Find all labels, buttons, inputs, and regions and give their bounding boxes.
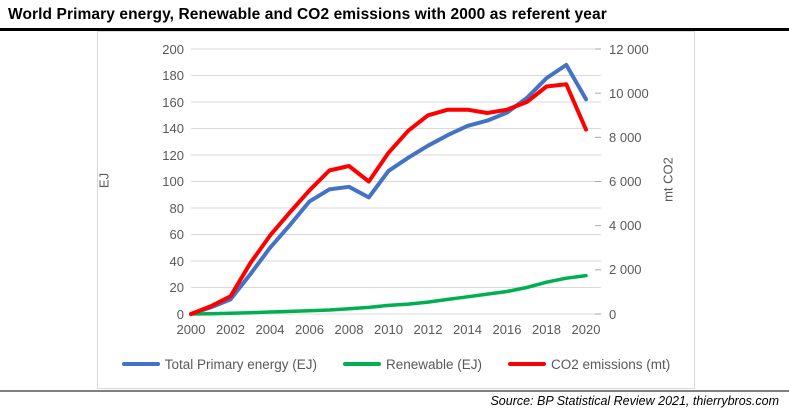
- source-text: Source: BP Statistical Review 2021, thie…: [490, 394, 779, 408]
- x-axis-tick-label: 2018: [532, 322, 561, 337]
- right-axis-tick-label: 12 000: [609, 41, 649, 57]
- series-line-renewable: [189, 273, 588, 316]
- legend-label: Total Primary energy (EJ): [164, 356, 317, 372]
- left-axis-tick-label: 20: [169, 280, 184, 295]
- left-axis-tick-label: 140: [162, 121, 184, 136]
- x-axis-tick-label: 2004: [255, 322, 285, 337]
- chart-plot-svg: [189, 48, 601, 316]
- x-axis-tick-label: 2002: [216, 322, 245, 337]
- chart-legend: Total Primary energy (EJ) Renewable (EJ) C…: [98, 354, 694, 374]
- x-axis-tick-label: 2016: [492, 322, 522, 337]
- legend-label: Renewable (EJ): [385, 356, 483, 372]
- left-axis-tick-label: 0: [176, 306, 184, 322]
- x-axis-tick-label: 2000: [176, 322, 206, 337]
- footer-rule: [0, 390, 789, 392]
- legend-item-co2-emissions: CO2 emissions (mt): [508, 354, 670, 374]
- x-axis-tick-label: 2012: [413, 322, 443, 337]
- left-axis-tick-label: 60: [169, 227, 184, 242]
- left-axis-tick-label: 40: [169, 253, 184, 269]
- x-axis-tick-label: 2020: [571, 322, 601, 337]
- x-axis-tick-label: 2008: [334, 322, 364, 337]
- right-axis-tick-label: 2 000: [609, 262, 642, 278]
- left-axis-tick-label: 80: [169, 200, 184, 216]
- legend-label: CO2 emissions (mt): [551, 356, 671, 372]
- legend-swatch-renewable: [342, 361, 381, 367]
- page-title: World Primary energy, Renewable and CO2 …: [8, 6, 607, 23]
- series-line-co2-emissions: [189, 82, 588, 316]
- left-axis-tick-label: 200: [162, 41, 184, 57]
- right-axis-tick-label: 8 000: [609, 129, 642, 145]
- left-axis-tick-label: 160: [162, 94, 184, 110]
- left-axis-title: EJ: [96, 172, 112, 189]
- left-axis-tick-label: 100: [162, 174, 184, 189]
- x-axis-tick-label: 2006: [295, 322, 324, 337]
- right-axis-tick-label: 0: [609, 306, 617, 322]
- x-axis-tick-label: 2010: [374, 322, 403, 337]
- right-axis-tick-label: 10 000: [609, 85, 649, 101]
- left-axis-tick-label: 180: [162, 68, 184, 83]
- right-axis-title: mt CO2: [660, 157, 676, 202]
- legend-item-total-primary-energy: Total Primary energy (EJ): [121, 354, 317, 374]
- legend-item-renewable: Renewable (EJ): [342, 354, 483, 374]
- right-axis-tick-label: 4 000: [609, 218, 642, 234]
- right-axis-tick-label: 6 000: [609, 174, 642, 189]
- legend-swatch-total-primary-energy: [121, 361, 160, 367]
- chart-frame: 0 20 40 60 80 100 120 140 160 180 200 0 2 000 4 000 6…: [97, 31, 695, 389]
- title-rule: [0, 28, 789, 31]
- x-axis-tick-label: 2014: [453, 322, 482, 337]
- legend-swatch-co2-emissions: [508, 361, 547, 367]
- left-axis-tick-label: 120: [162, 147, 184, 163]
